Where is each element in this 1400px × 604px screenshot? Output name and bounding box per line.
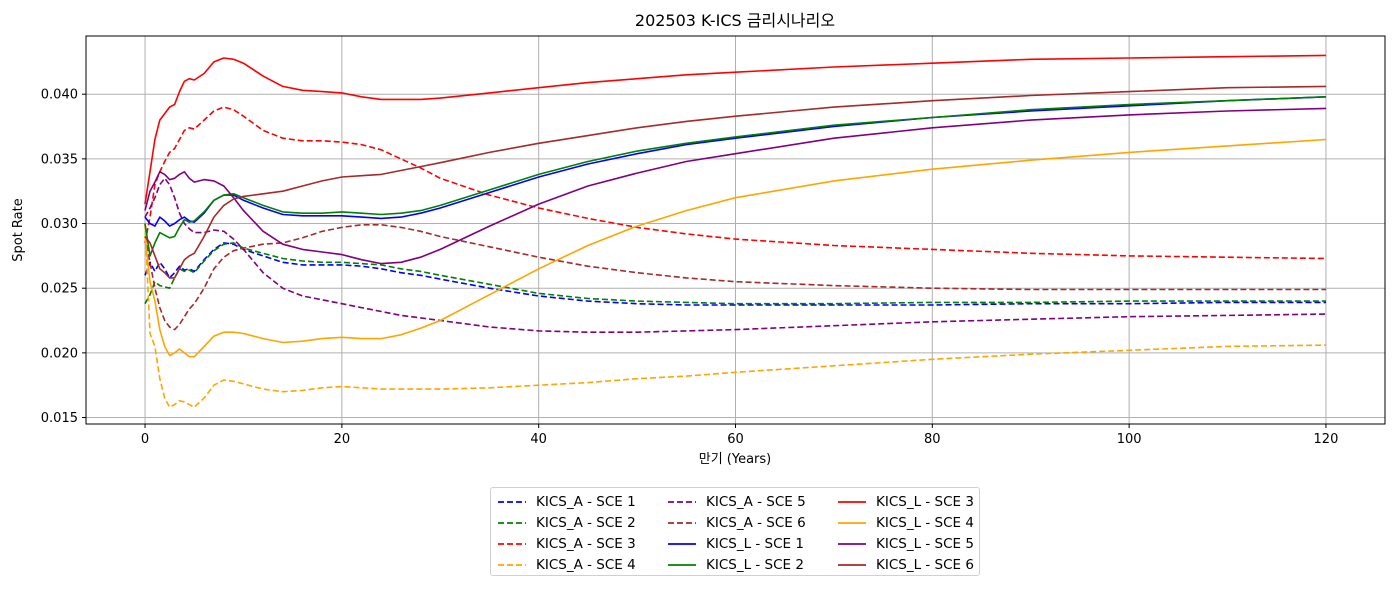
- x-tick-label: 100: [1117, 432, 1142, 447]
- legend-swatch: [498, 521, 526, 524]
- legend-label: KICS_A - SCE 4: [536, 556, 636, 573]
- legend-swatch: [838, 542, 866, 545]
- legend-label: KICS_A - SCE 6: [706, 514, 806, 531]
- legend-label: KICS_A - SCE 1: [536, 493, 636, 510]
- chart-title: 202503 K-ICS 금리시나리오: [635, 11, 835, 30]
- x-tick-label: 120: [1314, 432, 1339, 447]
- series-line-kics-a-sce-2: [144, 242, 1326, 305]
- series-line-kics-l-sce-3: [144, 54, 1327, 205]
- legend-item: KICS_A - SCE 4: [496, 554, 636, 575]
- legend-swatch: [668, 542, 696, 545]
- series-line-kics-l-sce-6: [144, 85, 1327, 279]
- series-layer: [144, 54, 1327, 409]
- legend-swatch: [498, 500, 526, 503]
- legend-item: KICS_A - SCE 2: [496, 512, 636, 533]
- legend-column: KICS_A - SCE 5 KICS_A - SCE 6 KICS_L - SCE…: [666, 491, 806, 575]
- series-line-kics-a-sce-5: [144, 177, 1327, 334]
- legend-item: KICS_A - SCE 6: [666, 512, 806, 533]
- series-line-kics-a-sce-6: [144, 224, 1326, 331]
- x-tick-label: 60: [727, 432, 744, 447]
- y-tick-label: 0.030: [41, 217, 78, 232]
- legend-swatch: [668, 521, 696, 524]
- legend-label: KICS_L - SCE 5: [876, 535, 974, 552]
- legend-item: KICS_L - SCE 2: [666, 554, 806, 575]
- series-line-kics-a-sce-1: [144, 242, 1326, 306]
- y-tick-label: 0.040: [41, 88, 78, 103]
- legend-label: KICS_L - SCE 6: [876, 556, 974, 573]
- series-line-kics-l-sce-5: [144, 107, 1327, 265]
- legend-label: KICS_L - SCE 1: [706, 535, 804, 552]
- legend: KICS_A - SCE 1 KICS_A - SCE 2 KICS_A - SCE…: [490, 487, 980, 576]
- legend-swatch: [668, 563, 696, 566]
- legend-column: KICS_L - SCE 3 KICS_L - SCE 4 KICS_L - SCE…: [836, 491, 974, 575]
- legend-swatch: [838, 563, 866, 566]
- legend-swatch: [838, 500, 866, 503]
- series-line-kics-l-sce-1: [144, 96, 1327, 227]
- y-tick-label: 0.025: [41, 282, 78, 297]
- x-tick-label: 20: [334, 432, 351, 447]
- legend-item: KICS_A - SCE 1: [496, 491, 636, 512]
- legend-item: KICS_L - SCE 5: [836, 533, 974, 554]
- series-line-kics-a-sce-4: [144, 223, 1327, 409]
- legend-column: KICS_A - SCE 1 KICS_A - SCE 2 KICS_A - SCE…: [496, 491, 636, 575]
- y-tick-label: 0.020: [41, 346, 78, 361]
- x-axis-label: 만기 (Years): [699, 452, 772, 467]
- legend-item: KICS_L - SCE 1: [666, 533, 806, 554]
- legend-label: KICS_L - SCE 3: [876, 493, 974, 510]
- legend-label: KICS_L - SCE 2: [706, 556, 804, 573]
- legend-label: KICS_A - SCE 3: [536, 535, 636, 552]
- legend-item: KICS_L - SCE 6: [836, 554, 974, 575]
- legend-label: KICS_A - SCE 2: [536, 514, 636, 531]
- legend-item: KICS_L - SCE 3: [836, 491, 974, 512]
- legend-swatch: [498, 542, 526, 545]
- legend-swatch: [668, 500, 696, 503]
- axis-layer: 0 20 40 60 80 100 120 0.015 0.020 0.025 0.030 0.035…: [41, 88, 1339, 447]
- legend-label: KICS_L - SCE 4: [876, 514, 974, 531]
- legend-swatch: [498, 563, 526, 566]
- legend-item: KICS_A - SCE 5: [666, 491, 806, 512]
- legend-label: KICS_A - SCE 5: [706, 493, 806, 510]
- x-tick-label: 40: [530, 432, 547, 447]
- legend-swatch: [838, 521, 866, 524]
- series-line-kics-l-sce-4: [144, 138, 1327, 358]
- legend-item: KICS_A - SCE 3: [496, 533, 636, 554]
- y-axis-label: Spot Rate: [11, 198, 26, 262]
- x-tick-label: 80: [924, 432, 941, 447]
- x-tick-label: 0: [141, 432, 149, 447]
- series-line-kics-l-sce-2: [144, 96, 1327, 257]
- series-line-kics-a-sce-3: [144, 106, 1327, 260]
- legend-item: KICS_L - SCE 4: [836, 512, 974, 533]
- y-tick-label: 0.015: [41, 411, 78, 426]
- grid-layer: [86, 36, 1385, 424]
- y-tick-label: 0.035: [41, 152, 78, 167]
